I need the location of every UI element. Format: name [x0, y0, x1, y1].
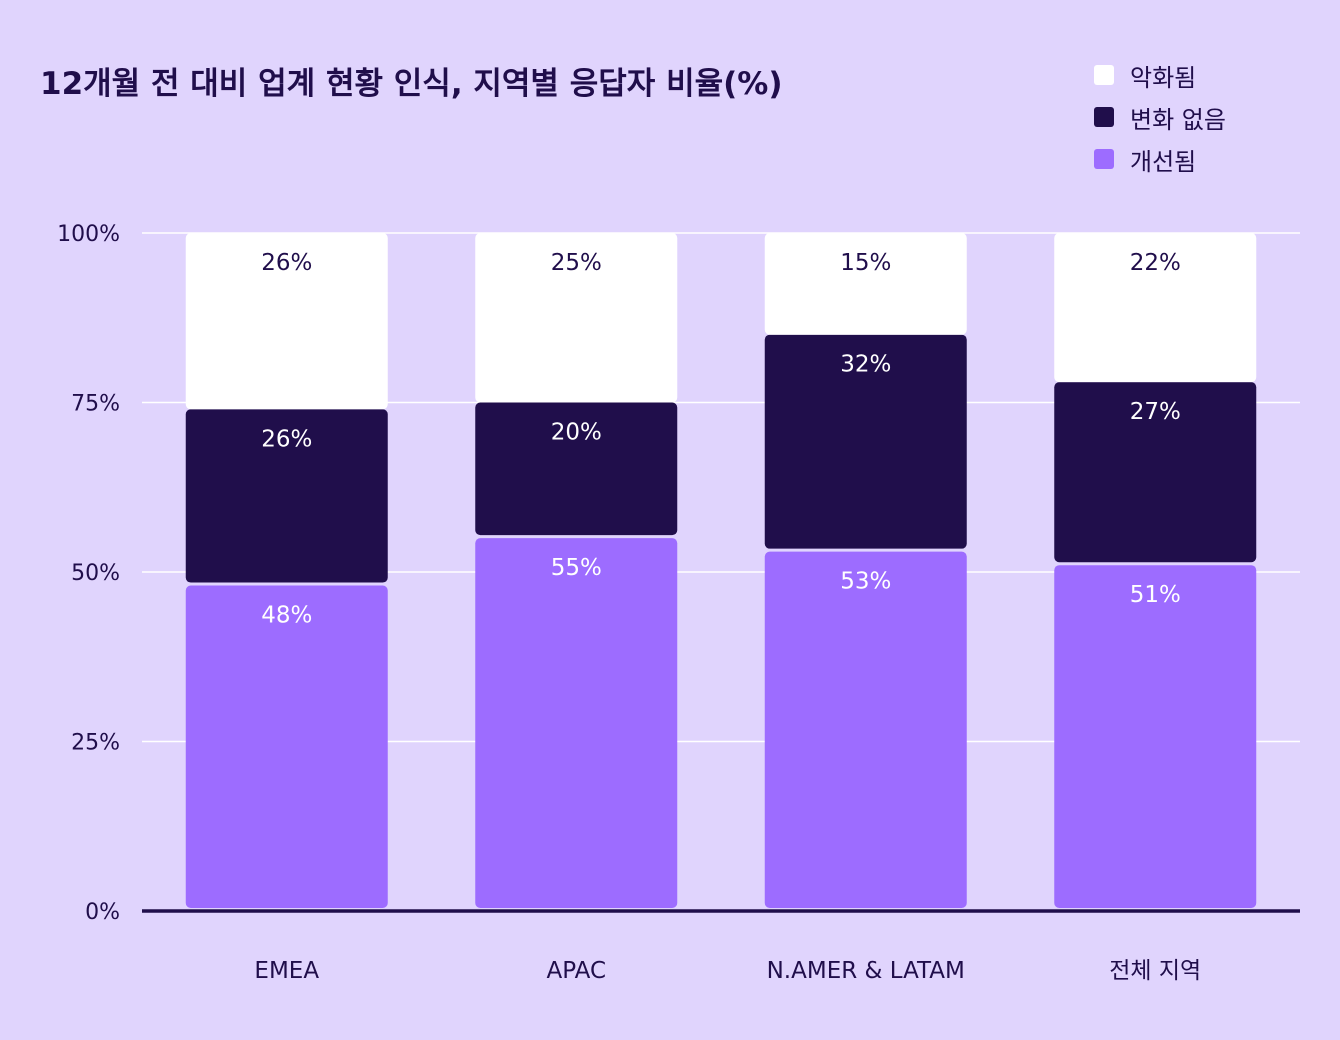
bar-segment	[764, 233, 967, 335]
legend-label-improved: 개선됨	[1130, 147, 1197, 176]
data-label: 26%	[261, 426, 312, 452]
legend-swatch-worsened	[1094, 65, 1114, 85]
x-tick-label: APAC	[546, 958, 606, 984]
y-tick-label: 0%	[85, 900, 120, 925]
bar-segment	[1054, 382, 1257, 563]
data-label: 26%	[261, 250, 312, 276]
bar-segment	[185, 585, 388, 908]
bar-segment	[764, 334, 967, 549]
legend-label-worsened: 악화됨	[1130, 63, 1197, 92]
legend: 악화됨 변화 없음 개선됨	[1094, 54, 1226, 180]
bar-segment	[475, 233, 678, 403]
legend-swatch-improved	[1094, 149, 1114, 169]
data-label: 55%	[551, 555, 602, 581]
bar-segment	[475, 402, 678, 536]
bar-segment	[185, 233, 388, 410]
x-tick-label: 전체 지역	[1109, 958, 1201, 984]
data-label: 53%	[840, 569, 891, 595]
x-tick-label: EMEA	[254, 958, 319, 984]
bar-segment	[1054, 233, 1257, 383]
bar-segment	[1054, 565, 1257, 908]
bar-segment	[185, 409, 388, 583]
bar-segment	[475, 538, 678, 908]
data-label: 51%	[1130, 582, 1181, 608]
legend-item-no-change: 변화 없음	[1094, 96, 1226, 138]
y-tick-label: 100%	[57, 222, 120, 247]
data-label: 27%	[1130, 399, 1181, 425]
y-tick-label: 50%	[71, 561, 120, 586]
chart-title: 12개월 전 대비 업계 현황 인식, 지역별 응답자 비율(%)	[40, 66, 783, 102]
data-label: 32%	[840, 352, 891, 378]
data-label: 25%	[551, 250, 602, 276]
legend-item-improved: 개선됨	[1094, 138, 1226, 180]
y-tick-label: 25%	[71, 731, 120, 756]
data-label: 48%	[261, 603, 312, 629]
data-label: 15%	[840, 250, 891, 276]
x-tick-label: N.AMER & LATAM	[767, 958, 965, 984]
data-label: 22%	[1130, 250, 1181, 276]
legend-label-no-change: 변화 없음	[1130, 105, 1226, 134]
bar-segment	[764, 551, 967, 908]
legend-swatch-no-change	[1094, 107, 1114, 127]
data-label: 20%	[551, 420, 602, 446]
legend-item-worsened: 악화됨	[1094, 54, 1226, 96]
y-tick-label: 75%	[71, 392, 120, 417]
